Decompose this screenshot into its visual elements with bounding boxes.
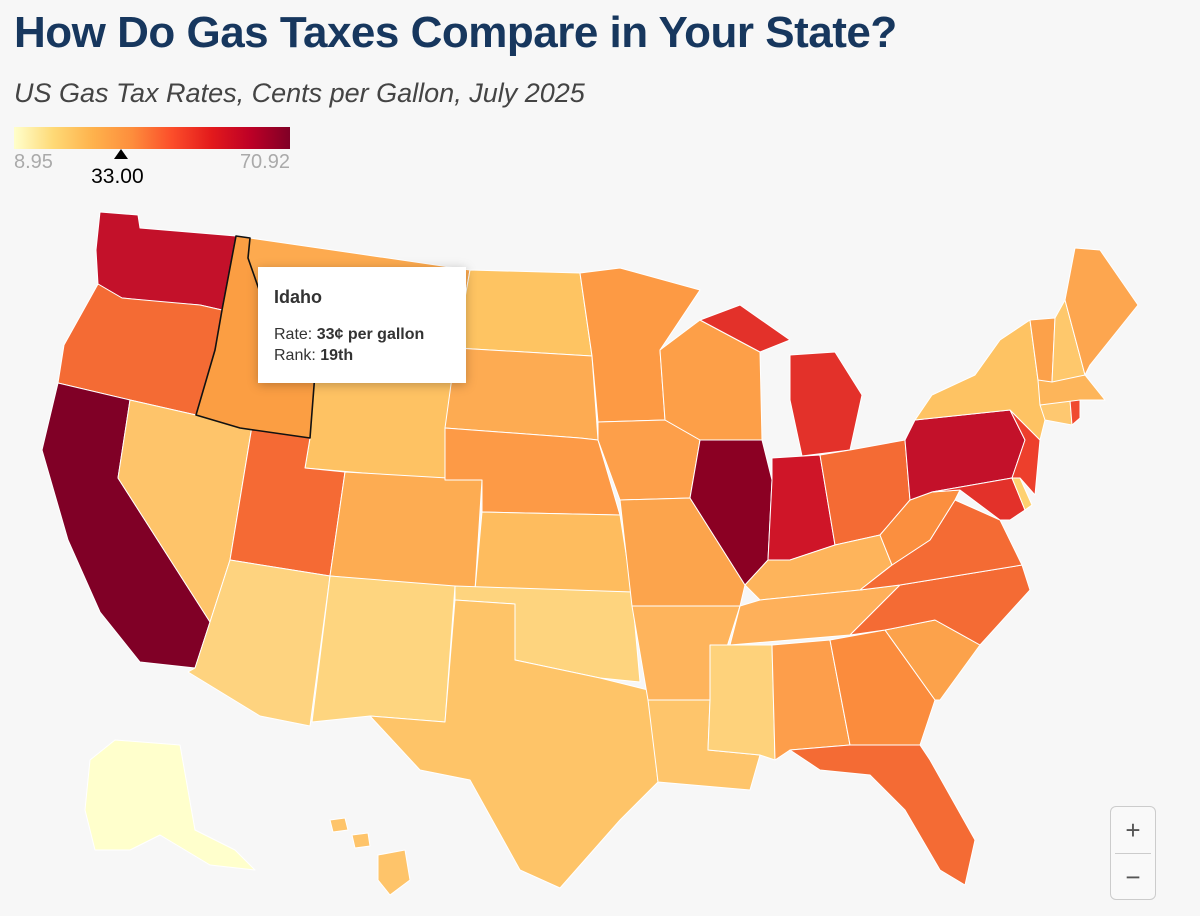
state-south-dakota[interactable] (444, 347, 599, 441)
tooltip-rate-row: Rate: 33¢ per gallon (274, 324, 450, 345)
legend-min-label: 8.95 (14, 151, 53, 173)
state-north-dakota[interactable] (455, 269, 593, 357)
legend-marker-label: 33.00 (91, 165, 144, 188)
legend-gradient-bar (14, 127, 290, 149)
color-legend: 8.95 70.92 33.00 (14, 127, 290, 188)
state-new-mexico[interactable] (311, 575, 456, 723)
tooltip-state-name: Idaho (274, 287, 322, 307)
state-hawaii[interactable] (329, 817, 411, 896)
tooltip-rank-label: Rank: (274, 347, 321, 364)
tooltip-rate-label: Rate: (274, 326, 317, 343)
state-colorado[interactable] (329, 471, 483, 591)
state-florida[interactable] (789, 744, 976, 886)
tooltip-rank-value: 19th (320, 347, 354, 364)
state-mississippi[interactable] (707, 644, 776, 761)
state-missouri[interactable] (619, 497, 746, 607)
state-tooltip: Idaho Rate: 33¢ per gallon Rank: 19th (258, 267, 466, 383)
legend-max-label: 70.92 (239, 151, 290, 173)
page-subtitle: US Gas Tax Rates, Cents per Gallon, July… (14, 78, 585, 108)
state-texas[interactable] (369, 599, 659, 889)
state-rhode-island[interactable] (1069, 399, 1081, 426)
state-alaska[interactable] (84, 739, 256, 871)
zoom-out-button[interactable]: − (1125, 862, 1141, 892)
tooltip-rate-value: 33¢ per gallon (316, 326, 425, 343)
state-maine[interactable] (1064, 247, 1139, 376)
zoom-divider (1115, 853, 1151, 854)
legend-marker-triangle-icon (114, 149, 129, 159)
state-iowa[interactable] (597, 419, 701, 501)
zoom-controls: + − (1110, 806, 1156, 900)
state-kansas[interactable] (474, 511, 633, 593)
page-title: How Do Gas Taxes Compare in Your State? (14, 8, 897, 57)
tooltip-rank-row: Rank: 19th (274, 345, 450, 366)
zoom-in-button[interactable]: + (1125, 815, 1141, 845)
